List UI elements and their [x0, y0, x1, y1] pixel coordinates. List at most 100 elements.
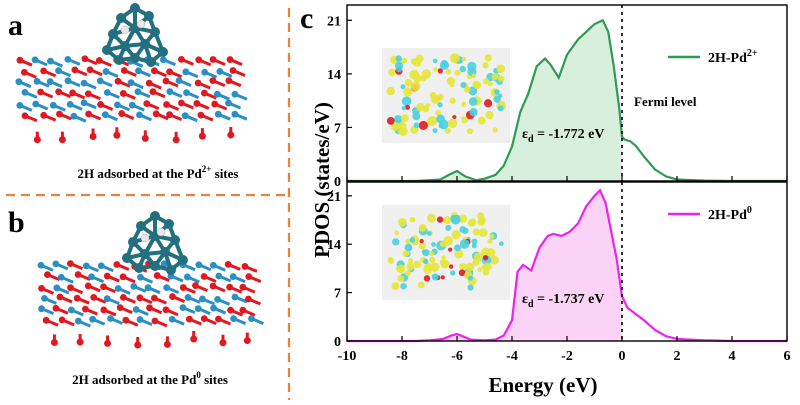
- caption-b: 2H adsorbed at the Pd0 sites: [72, 370, 228, 387]
- atom: [58, 136, 66, 144]
- pd-atom: [164, 219, 174, 229]
- x-tick-label: -8: [396, 349, 408, 364]
- isosurface-lobe: [405, 270, 411, 276]
- atom: [102, 68, 110, 75]
- isosurface-lobe: [410, 58, 417, 65]
- atom: [15, 78, 23, 86]
- isosurface-lobe: [422, 249, 430, 257]
- atom: [162, 77, 170, 85]
- isosurface-lobe: [437, 93, 444, 101]
- isosurface-lobe: [423, 275, 431, 282]
- isosurface-lobe: [398, 217, 407, 227]
- isosurface-lobe: [440, 275, 445, 280]
- atom: [153, 272, 161, 279]
- isosurface-lobe: [386, 117, 395, 125]
- atom: [184, 294, 192, 301]
- pd-atom: [134, 263, 144, 273]
- atom: [245, 273, 253, 281]
- atom: [128, 101, 136, 109]
- isosurface-lobe: [445, 224, 452, 232]
- atom: [227, 306, 234, 314]
- pd-atom: [178, 255, 188, 265]
- pdos-chart: 0 7 14 21 2H-Pd2+ εd = -1.772 eV Fermi level 0 7…: [327, 4, 791, 364]
- atom: [89, 132, 97, 140]
- atom: [239, 306, 247, 314]
- y-tick-label: 7: [334, 121, 341, 136]
- pd-atom: [140, 39, 150, 49]
- isosurface-lobe: [460, 81, 467, 89]
- isosurface-lobe: [465, 262, 475, 272]
- isosurface-lobe: [436, 114, 445, 124]
- atom: [197, 111, 205, 119]
- isosurface-lobe: [416, 102, 425, 112]
- isosurface-lobe: [454, 244, 462, 252]
- atom: [40, 111, 48, 119]
- isosurface-lobe: [400, 84, 406, 90]
- isosurface-lobe: [437, 68, 443, 74]
- isosurface-lobe: [428, 250, 435, 257]
- x-tick-label: -6: [451, 349, 463, 364]
- isosurface-lobe: [498, 241, 504, 247]
- isosurface-lobe: [491, 73, 499, 81]
- isosurface-lobe: [420, 75, 427, 82]
- isosurface-lobe: [484, 54, 492, 62]
- x-tick-label: -10: [338, 349, 357, 364]
- isosurface-lobe: [446, 76, 456, 86]
- atom: [88, 273, 95, 281]
- x-axis-label: Energy (eV): [488, 373, 597, 397]
- pdos-series-line: [347, 18, 787, 183]
- atom: [160, 260, 168, 268]
- atom: [103, 89, 111, 96]
- atom: [151, 317, 159, 325]
- atom: [104, 339, 112, 347]
- atom: [57, 273, 65, 281]
- caption-a-suffix: sites: [211, 166, 238, 181]
- isosurface-lobe: [442, 216, 452, 225]
- atom: [113, 131, 121, 139]
- atom: [107, 315, 114, 322]
- isosurface-lobe: [471, 243, 477, 249]
- pd-atom: [136, 221, 146, 231]
- atom: [20, 68, 28, 76]
- isosurface-lobe: [408, 258, 414, 264]
- isosurface-lobe: [423, 258, 429, 265]
- isosurface-lobe: [439, 60, 450, 71]
- atom: [55, 88, 63, 96]
- atom: [100, 306, 108, 314]
- pd-atom: [150, 261, 160, 271]
- pd-atom: [140, 249, 150, 259]
- atom: [100, 283, 107, 291]
- caption-b-prefix: 2H adsorbed at the Pd: [72, 372, 197, 387]
- atom: [58, 316, 66, 324]
- atom: [178, 99, 185, 107]
- isosurface-lobe: [493, 95, 501, 103]
- h-atom: [140, 233, 150, 243]
- atom: [21, 112, 29, 120]
- atom: [229, 67, 237, 74]
- legend-label: 2H-Pd0: [708, 205, 752, 223]
- isosurface-lobe: [430, 262, 440, 272]
- isosurface-lobe: [438, 123, 444, 129]
- atom: [82, 262, 90, 270]
- atom: [181, 112, 189, 120]
- panel-letter-a: a: [8, 9, 23, 42]
- pdos-filled-area: [347, 20, 622, 181]
- atom: [225, 77, 233, 85]
- atom: [135, 67, 142, 75]
- isosurface-lobe: [472, 259, 480, 267]
- isosurface-lobe: [400, 282, 407, 290]
- isosurface-lobe: [468, 86, 478, 96]
- pd-atom: [108, 29, 118, 39]
- atom: [243, 337, 251, 345]
- atom: [163, 284, 171, 292]
- panel-letter-c: c: [300, 2, 313, 35]
- atom: [86, 66, 94, 74]
- isosurface-lobe: [442, 236, 453, 246]
- isosurface-lobe: [494, 89, 500, 95]
- atom: [33, 77, 41, 85]
- atom: [67, 284, 74, 292]
- atom: [231, 110, 239, 118]
- atom: [211, 100, 219, 108]
- isosurface-lobe: [412, 112, 421, 121]
- atom: [226, 56, 234, 63]
